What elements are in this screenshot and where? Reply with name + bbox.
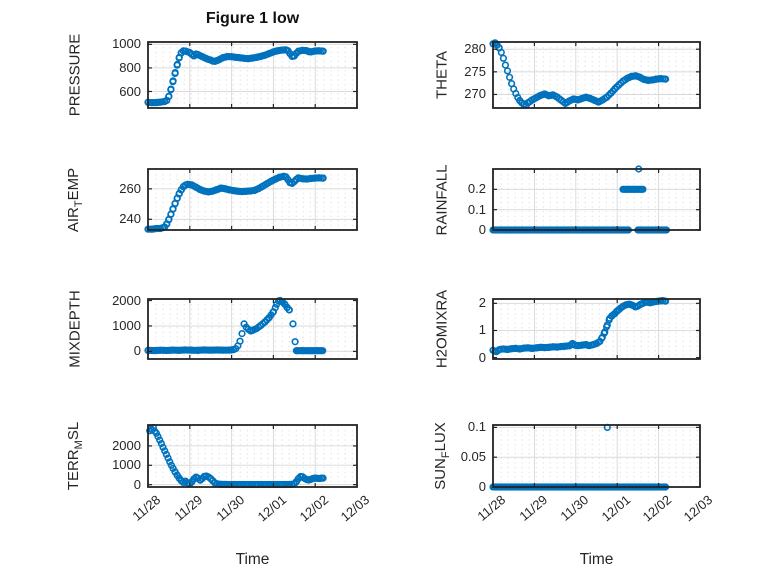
ytick-label-terr_msl: 1000 <box>112 457 141 473</box>
ytick-label-mixdepth: 1000 <box>112 317 141 333</box>
plot-area-rainfall <box>489 165 701 234</box>
ytick-label-mixdepth: 0 <box>133 343 141 359</box>
y-axis-label-rainfall: RAINFALL <box>433 164 451 235</box>
ytick-label-sun_flux: 0 <box>478 479 486 494</box>
ytick-label-terr_msl: 2000 <box>112 437 141 453</box>
ytick-label-pressure: 600 <box>119 83 141 99</box>
ytick-label-pressure: 1000 <box>112 36 141 52</box>
ytick-label-pressure: 800 <box>119 59 141 75</box>
plot-area-h2omixra <box>489 297 701 360</box>
ytick-label-air_temp: 260 <box>119 180 141 196</box>
plot-area-mixdepth <box>144 296 358 360</box>
y-axis-label-sun_flux: SUNFLUX <box>432 422 452 490</box>
figure-title: Figure 1 low <box>205 10 300 27</box>
plot-area-air_temp <box>144 168 358 233</box>
x-axis-label-left: Time <box>235 551 270 568</box>
ytick-label-theta: 275 <box>464 63 486 79</box>
plot-area-theta <box>489 39 701 109</box>
ytick-label-h2omixra: 1 <box>478 322 486 338</box>
ytick-label-h2omixra: 0 <box>478 349 486 365</box>
plot-area-sun_flux <box>489 423 701 491</box>
ytick-label-sun_flux: 0.05 <box>460 449 486 465</box>
plot-area-pressure <box>144 41 358 109</box>
ytick-label-rainfall: 0 <box>478 222 486 237</box>
y-axis-label-theta: THETA <box>433 50 451 100</box>
y-axis-label-h2omixra: H2OMIXRA <box>433 289 451 369</box>
ytick-label-sun_flux: 0.1 <box>467 419 486 435</box>
ytick-label-theta: 280 <box>464 41 486 57</box>
plot-area-terr_msl <box>146 423 358 489</box>
ytick-label-mixdepth: 2000 <box>112 292 141 308</box>
ytick-label-rainfall: 0.1 <box>467 201 486 217</box>
ytick-label-rainfall: 0.2 <box>467 181 486 197</box>
x-axis-label-right: Time <box>579 551 614 568</box>
ytick-label-h2omixra: 2 <box>478 295 486 311</box>
y-axis-label-terr_msl: TERRMSL <box>65 421 85 491</box>
ytick-label-theta: 270 <box>464 86 486 102</box>
y-axis-label-mixdepth: MIXDEPTH <box>66 290 84 368</box>
y-axis-label-pressure: PRESSURE <box>66 33 84 117</box>
ytick-label-terr_msl: 0 <box>133 476 141 492</box>
ytick-label-air_temp: 240 <box>119 211 141 227</box>
y-axis-label-air_temp: AIRTEMP <box>65 167 85 232</box>
